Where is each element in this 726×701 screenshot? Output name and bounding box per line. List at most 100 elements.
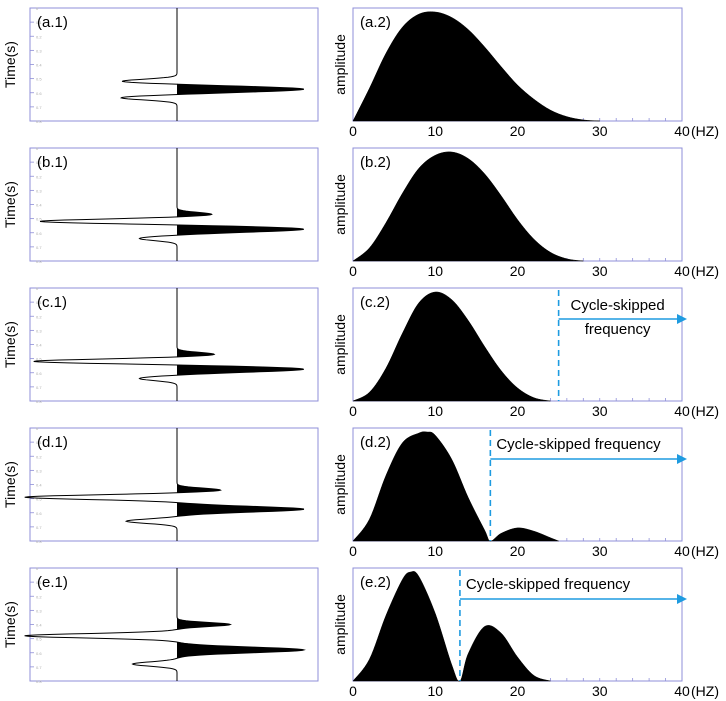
trace-waveform-line (24, 428, 305, 541)
time-tick-label: 0.2 (36, 174, 42, 179)
freq-tick-label: 10 (427, 123, 443, 139)
spectrum-panel-label: (a.2) (360, 14, 391, 31)
time-tick-label: 0.8 (36, 259, 42, 264)
time-tick-label: 0.1 (36, 20, 42, 25)
time-tick-label: 0.2 (36, 594, 42, 599)
time-tick-label: 0.6 (36, 371, 42, 376)
trace-waveform-line (24, 568, 306, 681)
time-tick-label: 0.7 (36, 105, 42, 110)
spectrum-area (352, 291, 551, 402)
time-tick-label: 0.6 (36, 651, 42, 656)
freq-tick-label: 40 (674, 683, 690, 699)
cycle-skipped-arrow-head (677, 454, 687, 464)
amplitude-axis-label: amplitude (332, 314, 348, 375)
trace-panel-a: 0 0.1 0.2 0.3 0.4 0.5 0.6 0.7 0.8 (a.1) Time(s) (2, 6, 319, 124)
cycle-skipped-arrow-head (677, 594, 687, 604)
spectrum-panel-label: (b.2) (360, 154, 391, 171)
trace-positive-fill (177, 428, 304, 541)
time-tick-label: 0.5 (36, 497, 42, 502)
time-tick-label: 0 (36, 6, 39, 11)
freq-tick-label: 10 (427, 683, 443, 699)
time-tick-label: 0.1 (36, 580, 42, 585)
freq-tick-label: 30 (592, 683, 608, 699)
trace-panel-e: 0 0.1 0.2 0.3 0.4 0.5 0.6 0.7 0.8 (e.1) Time(s) (2, 566, 319, 684)
time-tick-label: 0.5 (36, 217, 42, 222)
spectrum-area (352, 431, 559, 542)
trace-frame (29, 427, 319, 542)
trace-panel-d: 0 0.1 0.2 0.3 0.4 0.5 0.6 0.7 0.8 (d.1) Time(s) (2, 426, 319, 544)
time-tick-label: 0.1 (36, 160, 42, 165)
time-tick-label: 0.6 (36, 91, 42, 96)
freq-tick-label: 30 (592, 263, 608, 279)
spectrum-area (352, 151, 584, 262)
time-tick-label: 0.3 (36, 328, 42, 333)
time-tick-label: 0.4 (36, 483, 42, 488)
time-tick-label: 0.5 (36, 357, 42, 362)
spectrum-area (352, 571, 551, 682)
time-axis-label: Time(s) (2, 461, 18, 508)
freq-tick-label: 20 (510, 403, 526, 419)
time-axis-label: Time(s) (2, 601, 18, 648)
freq-tick-label: 30 (592, 543, 608, 559)
freq-tick-label: 30 (592, 123, 608, 139)
freq-tick-label: 30 (592, 403, 608, 419)
trace-positive-fill (177, 568, 304, 681)
trace-waveform-line (39, 148, 305, 261)
time-tick-label: 0.8 (36, 119, 42, 124)
trace-waveform-line (119, 8, 304, 121)
cycle-skipped-annotation: Cycle-skipped frequency (459, 570, 687, 681)
time-tick-label: 0 (36, 146, 39, 151)
time-tick-label: 0 (36, 566, 39, 571)
spectrum-panel-b: 0 10 20 30 40 (HZ) (b.2) amplitude (332, 147, 719, 279)
time-tick-label: 0.3 (36, 468, 42, 473)
time-tick-label: 0.3 (36, 608, 42, 613)
cycle-skipped-label: Cycle-skipped frequency (466, 576, 631, 593)
time-tick-label: 0.5 (36, 637, 42, 642)
freq-unit-label: (HZ) (691, 123, 719, 139)
time-tick-label: 0 (36, 426, 39, 431)
freq-tick-label: 10 (427, 543, 443, 559)
trace-frame (29, 287, 319, 402)
freq-unit-label: (HZ) (691, 403, 719, 419)
trace-positive-fill (177, 148, 304, 261)
spectrum-panel-d: 0 10 20 30 40 (HZ) (d.2) amplitude Cycle-skipped… (332, 427, 719, 559)
freq-tick-label: 40 (674, 543, 690, 559)
time-tick-label: 0.3 (36, 188, 42, 193)
trace-frame (29, 147, 319, 262)
freq-tick-label: 10 (427, 263, 443, 279)
amplitude-axis-label: amplitude (332, 34, 348, 95)
trace-panel-label: (d.1) (37, 434, 68, 451)
time-tick-label: 0.7 (36, 385, 42, 390)
freq-unit-label: (HZ) (691, 683, 719, 699)
time-axis-label: Time(s) (2, 181, 18, 228)
cycle-skipped-annotation: Cycle-skipped frequency (489, 430, 687, 541)
freq-tick-label: 0 (349, 123, 357, 139)
amplitude-axis-label: amplitude (332, 594, 348, 655)
time-tick-label: 0.2 (36, 454, 42, 459)
trace-panel-label: (c.1) (37, 294, 67, 311)
spectrum-panel-label: (e.2) (360, 574, 391, 591)
freq-unit-label: (HZ) (691, 543, 719, 559)
trace-positive-fill (177, 8, 304, 121)
freq-tick-label: 10 (427, 403, 443, 419)
freq-tick-label: 20 (510, 123, 526, 139)
freq-tick-label: 40 (674, 263, 690, 279)
trace-frame (29, 567, 319, 682)
time-axis-label: Time(s) (2, 321, 18, 368)
time-tick-label: 0 (36, 286, 39, 291)
time-tick-label: 0.4 (36, 203, 42, 208)
time-tick-label: 0.6 (36, 231, 42, 236)
trace-panel-label: (e.1) (37, 574, 68, 591)
freq-tick-label: 40 (674, 403, 690, 419)
time-tick-label: 0.7 (36, 525, 42, 530)
time-axis-label: Time(s) (2, 41, 18, 88)
freq-tick-label: 20 (510, 543, 526, 559)
freq-unit-label: (HZ) (691, 263, 719, 279)
cycle-skipped-label: Cycle-skipped (571, 297, 665, 314)
trace-panel-label: (b.1) (37, 154, 68, 171)
amplitude-axis-label: amplitude (332, 174, 348, 235)
cycle-skipped-label: Cycle-skipped frequency (496, 436, 661, 453)
time-tick-label: 0.2 (36, 34, 42, 39)
spectrum-panel-label: (c.2) (360, 294, 390, 311)
